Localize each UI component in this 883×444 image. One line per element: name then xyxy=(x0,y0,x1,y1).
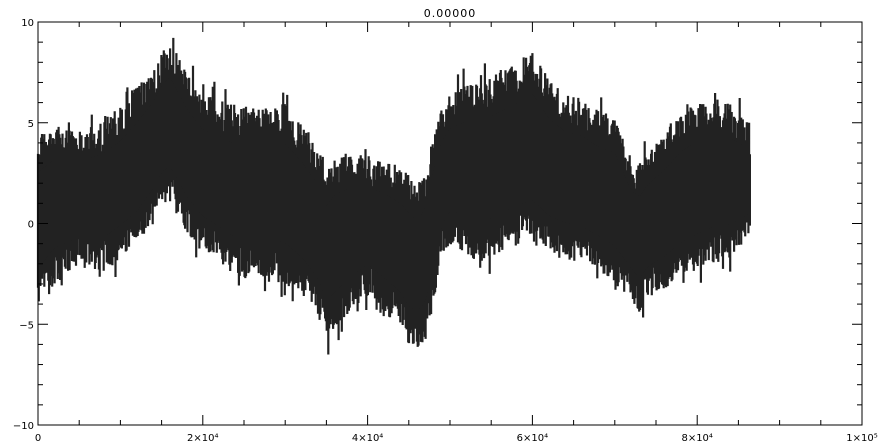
y-tick-label: 5 xyxy=(28,119,34,130)
axis-ticks xyxy=(37,21,863,426)
y-tick-label: 0 xyxy=(28,220,34,231)
x-tick-label: 0 xyxy=(35,433,41,444)
x-tick-label: 4×10⁴ xyxy=(352,433,383,444)
y-tick-label: 10 xyxy=(21,18,34,29)
x-tick-label: 1×10⁵ xyxy=(846,433,877,444)
x-tick-label: 2×10⁴ xyxy=(187,433,218,444)
y-tick-label: −10 xyxy=(13,421,34,432)
chart-title: 0.00000 xyxy=(424,7,477,20)
y-tick-label: −5 xyxy=(19,320,34,331)
axis-labels: 0 2×10⁴ 4×10⁴ 6×10⁴ 8×10⁴ 1×10⁵ −10 −5 0 5 10 xyxy=(13,18,878,444)
signal-series xyxy=(36,37,751,355)
x-tick-label: 6×10⁴ xyxy=(517,433,548,444)
x-tick-label: 8×10⁴ xyxy=(681,433,712,444)
signal-core-band xyxy=(38,77,750,311)
